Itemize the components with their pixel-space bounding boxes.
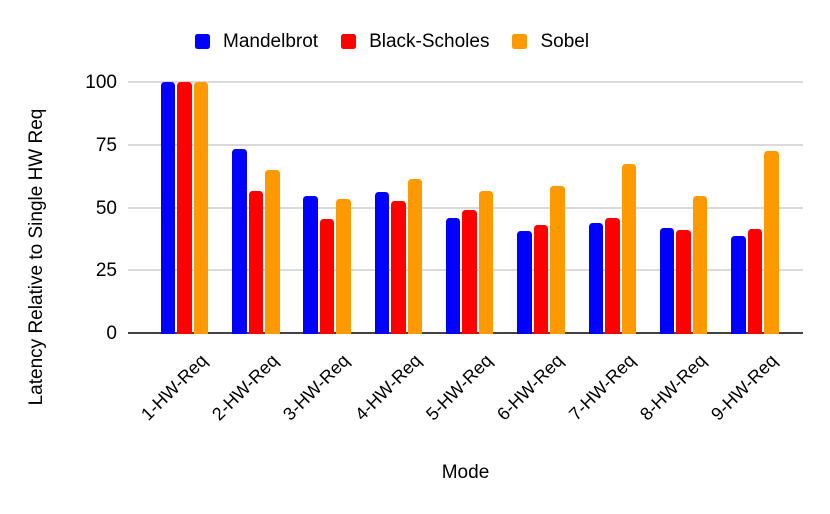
x-tick-label-2-hw-req: 2-HW-Req	[208, 350, 283, 425]
legend-label: Black-Scholes	[369, 31, 490, 52]
y-tick-label-25: 25	[95, 260, 117, 282]
bar-sobel-6-hw-req[interactable]	[550, 186, 565, 334]
bar-black-scholes-8-hw-req[interactable]	[676, 230, 691, 334]
x-tick-label-1-hw-req: 1-HW-Req	[136, 350, 211, 425]
legend-item-sobel[interactable]: Sobel	[512, 32, 589, 51]
bar-mandelbrot-3-hw-req[interactable]	[303, 196, 318, 334]
bar-sobel-1-hw-req[interactable]	[193, 82, 209, 334]
bar-mandelbrot-9-hw-req[interactable]	[731, 236, 746, 334]
bar-sobel-5-hw-req[interactable]	[478, 191, 494, 334]
x-tick-label-4-hw-req: 4-HW-Req	[350, 350, 425, 425]
bar-black-scholes-4-hw-req[interactable]	[391, 201, 406, 334]
y-tick-label-75: 75	[95, 134, 117, 156]
bar-sobel-3-hw-req[interactable]	[336, 198, 351, 334]
y-axis-tick-labels: 0 25 50 75 100	[0, 72, 117, 344]
legend-swatch-black-scholes	[341, 34, 357, 49]
bar-black-scholes-5-hw-req[interactable]	[462, 210, 477, 334]
bar-mandelbrot-7-hw-req[interactable]	[588, 222, 604, 334]
bar-sobel-2-hw-req[interactable]	[265, 169, 280, 334]
x-tick-label-5-hw-req: 5-HW-Req	[422, 350, 497, 425]
bar-black-scholes-9-hw-req[interactable]	[747, 228, 763, 334]
x-tick-label-8-hw-req: 8-HW-Req	[636, 350, 711, 425]
y-tick-label-0: 0	[106, 323, 117, 344]
bar-black-scholes-2-hw-req[interactable]	[248, 191, 264, 334]
bar-mandelbrot-5-hw-req[interactable]	[445, 217, 461, 334]
legend-label: Mandelbrot	[223, 31, 319, 52]
gridline-100	[128, 81, 803, 84]
legend-swatch-sobel	[512, 34, 528, 49]
x-tick-label-7-hw-req: 7-HW-Req	[564, 350, 639, 425]
bar-mandelbrot-6-hw-req[interactable]	[517, 231, 532, 334]
bar-mandelbrot-4-hw-req[interactable]	[374, 192, 390, 334]
bar-black-scholes-3-hw-req[interactable]	[319, 218, 335, 334]
bar-mandelbrot-1-hw-req[interactable]	[160, 82, 176, 334]
gridline-50	[128, 206, 803, 209]
bar-black-scholes-1-hw-req[interactable]	[177, 82, 192, 334]
legend-label: Sobel	[540, 31, 590, 52]
gridline-75	[128, 143, 803, 146]
bar-black-scholes-6-hw-req[interactable]	[533, 225, 549, 334]
y-tick-label-50: 50	[95, 197, 117, 219]
x-tick-label-3-hw-req: 3-HW-Req	[279, 350, 354, 425]
bar-sobel-7-hw-req[interactable]	[621, 163, 637, 334]
y-tick-label-100: 100	[85, 72, 117, 93]
bar-sobel-4-hw-req[interactable]	[407, 178, 423, 334]
chart-legend: Mandelbrot Black-Scholes Sobel	[195, 32, 589, 51]
bar-sobel-8-hw-req[interactable]	[692, 196, 708, 334]
bar-black-scholes-7-hw-req[interactable]	[605, 217, 620, 334]
legend-item-mandelbrot[interactable]: Mandelbrot	[195, 32, 318, 51]
legend-item-black-scholes[interactable]: Black-Scholes	[341, 32, 489, 51]
x-tick-label-6-hw-req: 6-HW-Req	[493, 350, 568, 425]
bar-mandelbrot-2-hw-req[interactable]	[232, 148, 247, 334]
x-tick-label-9-hw-req: 9-HW-Req	[707, 350, 782, 425]
legend-swatch-mandelbrot	[195, 34, 210, 49]
bar-mandelbrot-8-hw-req[interactable]	[659, 227, 675, 334]
bar-sobel-9-hw-req[interactable]	[764, 151, 779, 334]
plot-area	[128, 81, 803, 334]
x-axis-title: Mode	[441, 462, 490, 483]
